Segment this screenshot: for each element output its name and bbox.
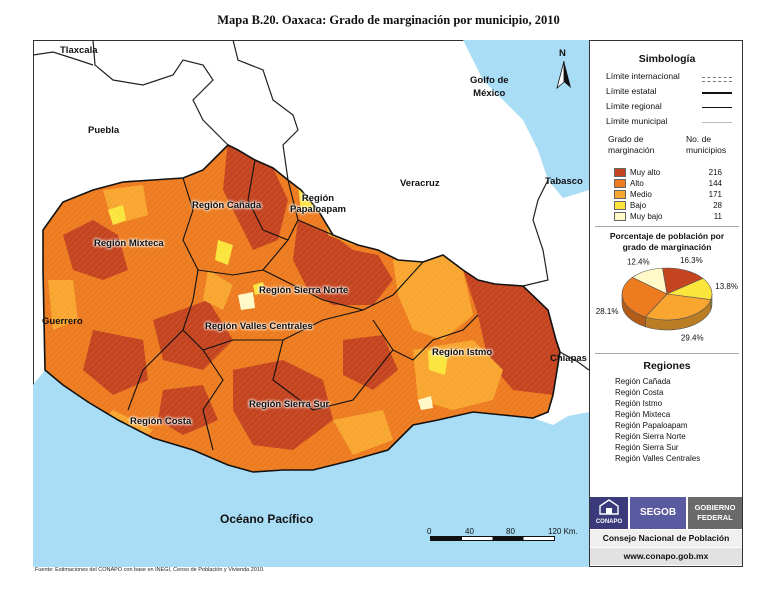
region-list-item: Región Cañada	[615, 377, 671, 386]
count-bajo: 28	[713, 201, 722, 210]
legend-limit-state: Límite estatal	[606, 86, 657, 96]
count-muy-bajo: 11	[713, 212, 722, 221]
swatch-muy-bajo	[614, 212, 626, 221]
region-list-item: Región Istmo	[615, 399, 663, 408]
category-alto: Alto	[630, 179, 644, 188]
region-list-item: Región Sierra Sur	[615, 443, 679, 452]
legend-header-count: No. de municipios	[686, 134, 727, 155]
pie-slice-label: 28.1%	[596, 307, 619, 316]
label-tabasco: Tabasco	[545, 176, 583, 187]
north-arrow-icon	[556, 61, 571, 89]
label-chiapas: Chiapas	[550, 353, 587, 364]
swatch-bajo	[614, 201, 626, 210]
conapo-text: CONAPO	[595, 519, 623, 525]
state-borders	[33, 40, 589, 371]
regional-borders	[127, 159, 479, 451]
scale-tick-0: 0	[427, 527, 432, 536]
oaxaca-outline	[42, 144, 561, 473]
line-state	[702, 92, 732, 94]
institution-name: Consejo Nacional de Población	[590, 530, 742, 547]
category-muy-alto: Muy alto	[630, 168, 661, 177]
line-international	[702, 77, 732, 82]
swatch-alto	[614, 179, 626, 188]
pie-slice	[621, 277, 668, 318]
pie-slice-label: 29.4%	[681, 334, 704, 343]
scale-tick-80: 80	[506, 527, 515, 536]
legend-divider-2	[595, 353, 739, 354]
map-svg	[33, 40, 589, 567]
scale-tick-40: 40	[465, 527, 474, 536]
region-list-item: Región Valles Centrales	[615, 454, 701, 463]
north-label: N	[559, 48, 566, 59]
label-ocean: Océano Pacífico	[220, 512, 314, 526]
scale-tick-120: 120 Km.	[548, 527, 578, 536]
pie-slice-label: 13.8%	[715, 282, 738, 291]
region-label-valles: Región Valles Centrales	[205, 321, 313, 332]
pie-slice-label: 16.3%	[680, 256, 703, 265]
region-label-istmo: Región Istmo	[432, 347, 493, 358]
regions-title: Regiones	[643, 360, 691, 372]
house-icon	[599, 499, 619, 515]
legend-limit-international: Límite internacional	[606, 71, 680, 81]
website-link[interactable]: www.conapo.gob.mx	[590, 548, 742, 565]
swatch-medio	[614, 190, 626, 199]
gulf-of-mexico	[463, 40, 589, 198]
legend-limit-regional: Límite regional	[606, 101, 662, 111]
region-label-sierra-norte: Región Sierra Norte	[259, 285, 349, 296]
region-list-item: Región Papaloapam	[615, 421, 688, 430]
label-veracruz: Veracruz	[400, 178, 440, 189]
source-note: Fuente: Estimaciones del CONAPO con base…	[35, 567, 265, 573]
region-list-item: Región Sierra Norte	[615, 432, 686, 441]
gobierno-federal-logo: GOBIERNO FEDERAL	[688, 497, 742, 529]
region-label-mixteca: Región Mixteca	[94, 238, 164, 249]
count-alto: 144	[708, 179, 722, 188]
scale-bar	[430, 536, 555, 541]
line-regional	[702, 107, 732, 108]
legend-title: Simbología	[638, 53, 696, 65]
category-bajo: Bajo	[630, 201, 647, 210]
region-label-canada: Región Cañada	[192, 200, 262, 211]
map-area	[33, 40, 589, 567]
pie-slice	[662, 267, 704, 295]
pie-slice-label: 12.4%	[627, 257, 650, 266]
segob-logo: SEGOB	[630, 497, 686, 529]
conapo-logo: CONAPO	[590, 497, 628, 529]
region-label-papaloapam: Región Papaloapam	[290, 193, 346, 215]
label-guerrero: Guerrero	[42, 316, 83, 327]
population-pie-chart: 12.4% 16.3% 13.8% 29.4% 28.1%	[596, 256, 738, 343]
legend-divider	[595, 226, 739, 227]
map-title: Mapa B.20. Oaxaca: Grado de marginación …	[217, 13, 560, 27]
swatch-muy-alto	[614, 168, 626, 177]
legend-panel: Simbología Límite internacional Límite e…	[589, 40, 743, 567]
count-muy-alto: 216	[708, 168, 722, 177]
legend-header-grade: Grado de marginación	[608, 134, 655, 155]
pie-slice	[645, 293, 712, 321]
category-muy-bajo: Muy bajo	[630, 212, 663, 221]
legend-limit-municipal: Límite municipal	[606, 116, 668, 126]
logos-bar: CONAPO SEGOB GOBIERNO FEDERAL	[590, 497, 742, 529]
pacific-ocean	[33, 370, 589, 567]
count-medio: 171	[708, 190, 722, 199]
label-tlaxcala: Tlaxcala	[60, 45, 98, 56]
region-label-sierra-sur: Región Sierra Sur	[249, 399, 330, 410]
line-municipal	[702, 122, 732, 123]
pie-title: Porcentaje de población por grado de mar…	[609, 231, 725, 252]
region-list-item: Región Mixteca	[615, 410, 671, 419]
label-puebla: Puebla	[88, 125, 120, 136]
region-label-costa: Región Costa	[130, 416, 192, 427]
label-gulf: Golfo de México	[470, 75, 509, 99]
category-medio: Medio	[630, 190, 652, 199]
north-arrow: N	[556, 48, 572, 89]
region-list-item: Región Costa	[615, 388, 664, 397]
